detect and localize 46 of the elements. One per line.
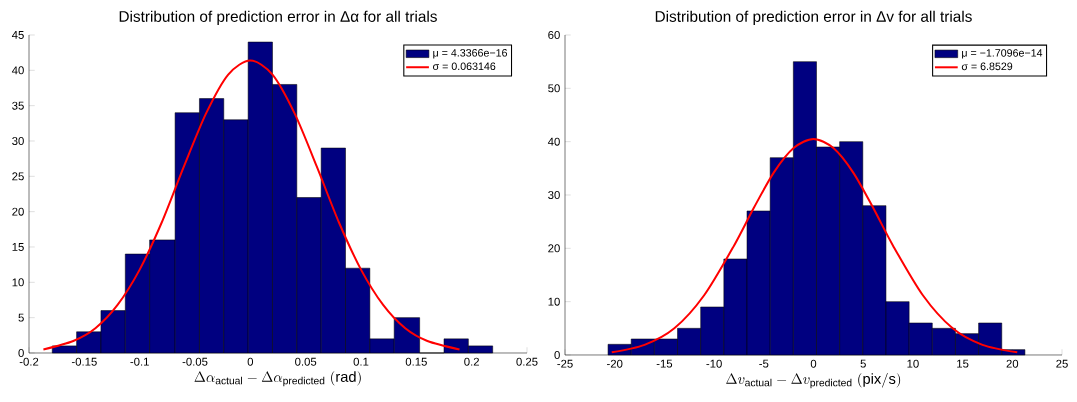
x-tick-label: 0 (247, 357, 254, 366)
x-tick-label: -10 (706, 359, 722, 368)
x-tick-label: 5 (860, 359, 866, 368)
x-tick-label: -5 (759, 359, 769, 368)
y-tick-label: 50 (548, 84, 560, 93)
x-tick-label: 0.15 (405, 357, 427, 366)
x-tick-label: 0 (810, 359, 817, 368)
y-tick-label: 40 (11, 66, 24, 75)
y-tick-label: 40 (547, 137, 560, 146)
y-tick-label: 30 (548, 190, 560, 199)
legend-label: μ = 4.3366e−16 (433, 49, 508, 59)
y-tick-label: 45 (11, 31, 24, 39)
legend-label: μ = −1.7096e−14 (962, 49, 1043, 59)
x-tick-label: 25 (1056, 359, 1068, 368)
x-axis-title: $\Delta\alpha_{\mathrm{actual}} - \Delta\alpha_{\mathrm{predicted}}\ \mathrm{(rad)}$ (194, 370, 361, 387)
x-axis-title: $\Delta v_{\mathrm{actual}} - \Delta v_{\mathrm{predicted}}\ \mathrm{(pix/s)}$ (726, 372, 901, 389)
x-tick-label: 10 (907, 359, 919, 368)
x-tick-label: -0.2 (19, 357, 39, 366)
x-tick-label: 0.25 (516, 357, 538, 366)
x-tick-label: 0.05 (295, 357, 317, 366)
y-tick-label: 30 (12, 136, 24, 145)
x-tick-label: -0.1 (130, 357, 149, 366)
legend-label: σ = 0.063146 (433, 62, 496, 71)
y-tick-label: 15 (12, 243, 24, 251)
x-tick-label: 20 (1006, 359, 1019, 368)
x-tick-label: 15 (957, 359, 969, 368)
chart-title: Distribution of prediction error in Δv for all trials (655, 10, 972, 25)
y-tick-label: 10 (12, 278, 24, 287)
y-tick-label: 5 (18, 313, 24, 322)
x-tick-label: -15 (656, 359, 673, 368)
y-tick-label: 0 (554, 350, 560, 359)
y-tick-label: 20 (12, 207, 24, 216)
x-tick-label: 0.1 (353, 357, 369, 366)
y-tick-label: 35 (12, 101, 24, 110)
x-tick-label: -0.15 (71, 357, 97, 366)
x-tick-label: -20 (607, 359, 623, 368)
legend-label: σ = 6.8529 (961, 62, 1013, 71)
y-tick-label: 10 (548, 297, 560, 306)
y-tick-label: 25 (12, 172, 24, 181)
x-tick-label: 0.2 (464, 357, 479, 366)
y-tick-label: 60 (548, 30, 560, 39)
y-tick-label: 0 (18, 348, 24, 357)
x-tick-label: -25 (557, 359, 573, 368)
y-tick-label: 20 (548, 244, 560, 253)
chart-title: Distribution of prediction error in Δα for all trials (119, 10, 437, 25)
x-tick-label: -0.05 (182, 357, 208, 366)
